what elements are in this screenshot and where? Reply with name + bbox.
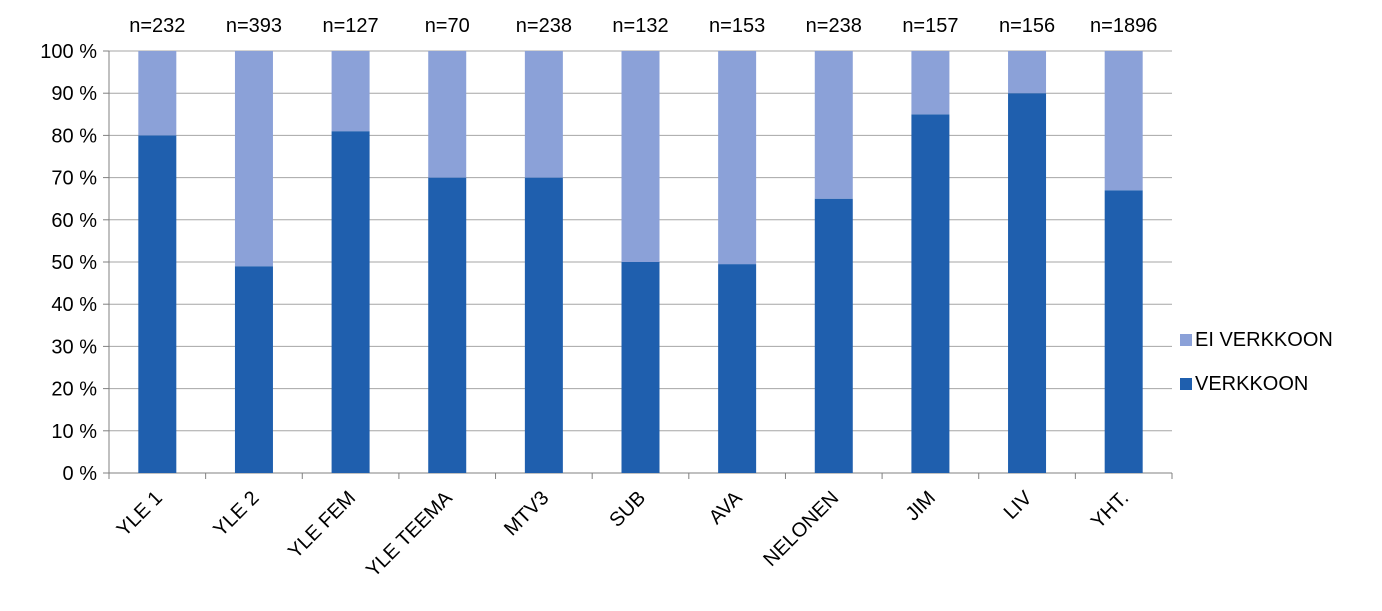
bar-ei-verkkoon	[621, 51, 660, 262]
bar-ei-verkkoon	[524, 51, 563, 178]
y-tick-label: 100 %	[40, 41, 97, 63]
x-category-label: NELONEN	[759, 487, 843, 571]
bar-count-label: n=1896	[1090, 15, 1157, 37]
bar-verkkoon	[138, 135, 177, 473]
y-tick-label: 60 %	[51, 210, 97, 232]
bar-count-label: n=393	[226, 15, 282, 37]
y-tick-label: 80 %	[51, 125, 97, 147]
x-category-label: AVA	[705, 487, 747, 529]
bar-verkkoon	[621, 262, 660, 473]
legend-swatch-verkkoon	[1180, 378, 1192, 390]
bar-verkkoon	[911, 114, 950, 474]
legend-swatch-ei-verkkoon	[1180, 334, 1192, 346]
bar-verkkoon	[524, 177, 563, 473]
bar-count-label: n=132	[612, 15, 668, 37]
bar-verkkoon	[1008, 93, 1047, 473]
bar-count-label: n=157	[902, 15, 958, 37]
legend-label-verkkoon: VERKKOON	[1195, 372, 1309, 395]
legend: EI VERKKOON VERKKOON	[1180, 318, 1333, 406]
bar-verkkoon	[718, 264, 757, 473]
bar-count-label: n=153	[709, 15, 765, 37]
bar-count-label: n=238	[806, 15, 862, 37]
y-tick-label: 20 %	[51, 379, 97, 401]
legend-item-ei-verkkoon: EI VERKKOON	[1180, 318, 1333, 362]
x-category-label: SUB	[605, 487, 650, 532]
x-category-label: JIM	[902, 487, 940, 525]
bars	[138, 51, 1143, 474]
y-tick-label: 0 %	[63, 463, 98, 485]
x-category-label: YHT.	[1087, 487, 1133, 533]
bar-count-label: n=127	[323, 15, 379, 37]
bar-ei-verkkoon	[331, 51, 370, 132]
x-category-label: YLE TEEMA	[362, 487, 457, 582]
y-tick-label: 90 %	[51, 83, 97, 105]
x-category-label: YLE FEM	[284, 487, 360, 563]
bar-ei-verkkoon	[911, 51, 950, 115]
bar-count-label: n=232	[129, 15, 185, 37]
bar-count-label: n=156	[999, 15, 1055, 37]
legend-item-verkkoon: VERKKOON	[1180, 362, 1333, 406]
bar-count-label: n=70	[425, 15, 470, 37]
bar-count-label: n=238	[516, 15, 572, 37]
bar-ei-verkkoon	[814, 51, 853, 199]
bar-ei-verkkoon	[428, 51, 467, 178]
bar-ei-verkkoon	[234, 51, 273, 267]
y-tick-label: 30 %	[51, 336, 97, 358]
legend-label-ei-verkkoon: EI VERKKOON	[1195, 328, 1333, 351]
bar-ei-verkkoon	[718, 51, 757, 265]
y-tick-label: 40 %	[51, 294, 97, 316]
bar-verkkoon	[1104, 190, 1143, 473]
y-tick-label: 50 %	[51, 252, 97, 274]
bar-verkkoon	[234, 266, 273, 473]
x-category-label: LIV	[1000, 487, 1037, 524]
x-category-label: YLE 1	[113, 487, 167, 541]
bar-ei-verkkoon	[1008, 51, 1047, 94]
bar-verkkoon	[331, 131, 370, 473]
y-tick-label: 70 %	[51, 168, 97, 190]
x-category-label: YLE 2	[209, 487, 263, 541]
bar-verkkoon	[428, 177, 467, 473]
x-category-label: MTV3	[500, 487, 553, 540]
y-tick-label: 10 %	[51, 421, 97, 443]
bar-ei-verkkoon	[138, 51, 177, 136]
labels: 0 % 10 % 20 % 30 % 40 % 50 % 60 % 70 % 80 % 90 % 1…	[40, 15, 1157, 582]
bar-verkkoon	[814, 198, 853, 473]
bar-ei-verkkoon	[1104, 51, 1143, 191]
